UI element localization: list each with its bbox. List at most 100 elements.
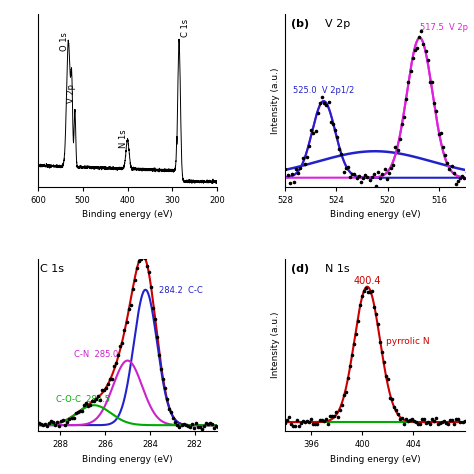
Text: (b): (b) [291, 19, 309, 29]
Point [354, 317, 362, 325]
Point [430, 417, 438, 424]
Point [182, 421, 190, 429]
Point [304, 417, 311, 425]
Point [133, 264, 140, 272]
Point [419, 40, 427, 47]
Point [208, 420, 216, 428]
Point [337, 150, 345, 158]
Point [104, 380, 112, 388]
Point [350, 340, 357, 347]
Text: N 1s: N 1s [325, 264, 349, 274]
Point [382, 372, 390, 380]
Point [196, 423, 204, 431]
Point [284, 171, 292, 179]
Point [381, 165, 388, 173]
Point [188, 420, 195, 428]
Point [88, 397, 96, 405]
X-axis label: Binding energy (eV): Binding energy (eV) [82, 210, 173, 219]
Point [437, 129, 445, 137]
Point [127, 301, 135, 309]
Point [394, 146, 401, 154]
Point [90, 398, 98, 405]
Point [390, 161, 397, 168]
Point [35, 419, 43, 427]
Point [115, 351, 122, 359]
Point [364, 173, 371, 181]
Point [285, 413, 293, 420]
Point [425, 418, 432, 426]
Point [57, 417, 65, 425]
Text: V 2p: V 2p [66, 84, 75, 103]
Point [74, 408, 82, 416]
Point [364, 288, 372, 295]
Point [318, 93, 326, 100]
Point [176, 423, 183, 431]
Point [312, 420, 319, 428]
Point [378, 348, 386, 356]
Point [368, 173, 375, 181]
Point [340, 168, 347, 175]
Text: V 2p: V 2p [325, 19, 350, 29]
Point [80, 401, 88, 409]
Text: pyrrolic N: pyrrolic N [386, 337, 430, 346]
Point [407, 67, 414, 75]
Point [314, 109, 321, 117]
Point [219, 424, 226, 432]
Point [162, 384, 169, 392]
Point [49, 418, 57, 426]
Point [206, 419, 214, 427]
Point [386, 394, 394, 402]
Point [64, 418, 71, 426]
X-axis label: Binding energy (eV): Binding energy (eV) [329, 455, 420, 464]
Point [411, 46, 419, 54]
Point [41, 420, 49, 428]
Point [312, 127, 319, 134]
Point [131, 276, 138, 284]
Point [282, 165, 289, 173]
Point [222, 419, 230, 427]
Point [366, 176, 374, 184]
Point [167, 408, 175, 416]
Point [165, 405, 173, 412]
Text: N 1s: N 1s [119, 129, 128, 148]
Point [217, 419, 224, 426]
Point [406, 416, 414, 424]
Point [435, 420, 442, 428]
Point [332, 408, 339, 415]
Point [190, 424, 198, 432]
Point [282, 419, 289, 427]
Point [159, 375, 167, 383]
Point [426, 78, 434, 85]
Point [149, 304, 157, 312]
Point [62, 421, 69, 428]
Point [376, 338, 384, 346]
Text: C 1s: C 1s [181, 18, 190, 37]
Point [437, 419, 444, 427]
Point [52, 422, 59, 429]
Point [443, 419, 450, 427]
Point [400, 113, 408, 121]
Point [310, 129, 317, 137]
Point [456, 174, 464, 182]
Point [192, 419, 200, 427]
Point [366, 288, 374, 296]
Point [98, 386, 106, 394]
Point [157, 365, 165, 373]
Point [348, 352, 356, 359]
Point [424, 56, 431, 64]
Point [186, 423, 193, 431]
Point [39, 421, 47, 429]
Point [320, 417, 328, 424]
Point [118, 339, 126, 346]
Point [351, 170, 358, 177]
Point [173, 421, 181, 428]
Point [409, 416, 416, 423]
Point [194, 424, 201, 431]
Text: O 1s: O 1s [60, 32, 69, 51]
Point [394, 410, 402, 418]
Point [292, 165, 300, 173]
Point [359, 174, 367, 182]
Point [68, 414, 75, 421]
Point [327, 118, 335, 126]
Point [455, 416, 462, 423]
